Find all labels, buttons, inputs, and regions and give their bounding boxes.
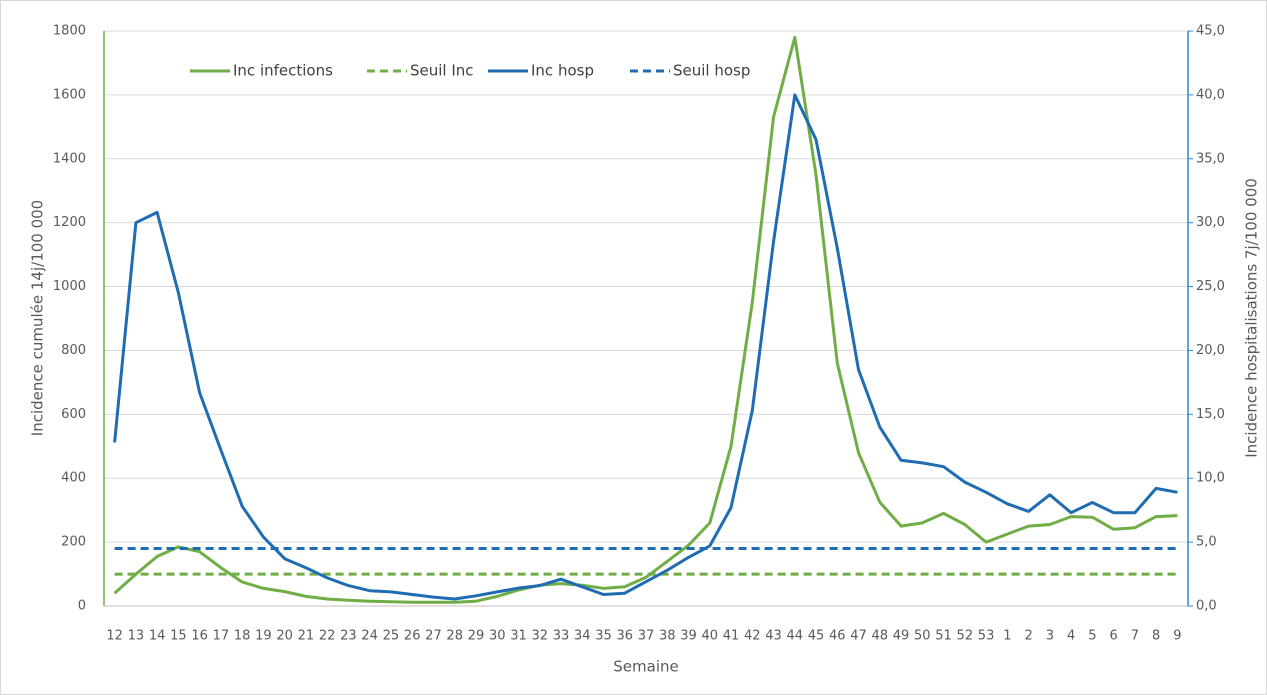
x-tick-label: 27 xyxy=(425,629,442,644)
x-tick-label: 42 xyxy=(744,629,761,644)
x-tick-label: 7 xyxy=(1131,629,1139,644)
y2-tick-label: 35,0 xyxy=(1196,151,1225,166)
x-tick-label: 8 xyxy=(1152,629,1160,644)
x-tick-label: 40 xyxy=(701,629,718,644)
x-tick-label: 30 xyxy=(489,629,506,644)
x-tick-label: 41 xyxy=(723,629,740,644)
x-tick-label: 18 xyxy=(234,629,251,644)
x-tick-label: 45 xyxy=(808,629,825,644)
series-line xyxy=(113,35,1178,604)
y-tick-label: 600 xyxy=(61,407,86,422)
y2-tick-label: 20,0 xyxy=(1196,343,1225,358)
x-tick-label: 49 xyxy=(893,629,910,644)
y-tick-label: 1400 xyxy=(53,151,86,166)
y-tick-label: 800 xyxy=(61,343,86,358)
x-tick-label: 22 xyxy=(319,629,336,644)
x-tick-label: 48 xyxy=(872,629,889,644)
y-tick-label: 0 xyxy=(78,599,86,614)
x-tick-label: 38 xyxy=(659,629,676,644)
x-tick-label: 16 xyxy=(191,629,208,644)
y2-tick-label: 30,0 xyxy=(1196,215,1225,230)
x-tick-label: 13 xyxy=(128,629,145,644)
x-tick-label: 5 xyxy=(1088,629,1096,644)
x-tick-label: 50 xyxy=(914,629,931,644)
x-tick-label: 24 xyxy=(361,629,378,644)
x-tick-label: 4 xyxy=(1067,629,1075,644)
x-tick-label: 31 xyxy=(510,629,527,644)
y2-tick-label: 25,0 xyxy=(1196,279,1225,294)
x-tick-label: 52 xyxy=(957,629,974,644)
y-tick-label: 1600 xyxy=(53,87,86,102)
y-tick-label: 400 xyxy=(61,471,86,486)
x-tick-label: 2 xyxy=(1024,629,1032,644)
x-tick-label: 33 xyxy=(553,629,570,644)
x-tick-label: 35 xyxy=(595,629,612,644)
x-tick-label: 3 xyxy=(1046,629,1054,644)
x-tick-label: 44 xyxy=(787,629,804,644)
y-tick-label: 200 xyxy=(61,535,86,550)
y2-tick-label: 10,0 xyxy=(1196,471,1225,486)
x-tick-label: 34 xyxy=(574,629,591,644)
x-tick-label: 32 xyxy=(531,629,548,644)
x-tick-label: 6 xyxy=(1109,629,1117,644)
x-tick-label: 9 xyxy=(1173,629,1181,644)
x-tick-label: 23 xyxy=(340,629,357,644)
x-tick-label: 25 xyxy=(383,629,400,644)
x-tick-label: 53 xyxy=(978,629,995,644)
legend-label: Inc infections xyxy=(233,62,333,80)
y2-tick-label: 45,0 xyxy=(1196,24,1225,39)
legend-label: Seuil hosp xyxy=(673,62,750,80)
x-tick-label: 39 xyxy=(680,629,697,644)
x-tick-label: 14 xyxy=(149,629,166,644)
x-tick-label: 20 xyxy=(276,629,293,644)
x-axis-title: Semaine xyxy=(613,658,678,676)
y-tick-label: 1800 xyxy=(53,24,86,39)
y2-tick-label: 0,0 xyxy=(1196,599,1217,614)
y-tick-label: 1000 xyxy=(53,279,86,294)
y-axis-title: Incidence cumulée 14j/100 000 xyxy=(29,200,47,436)
y2-axis-title: Incidence hospitalisations 7j/100 000 xyxy=(1243,178,1261,458)
legend-label: Seuil Inc xyxy=(410,62,474,80)
x-tick-label: 19 xyxy=(255,629,272,644)
x-tick-label: 51 xyxy=(935,629,952,644)
x-tick-label: 1 xyxy=(1003,629,1011,644)
x-tick-label: 15 xyxy=(170,629,187,644)
x-tick-label: 12 xyxy=(106,629,123,644)
x-tick-label: 36 xyxy=(616,629,633,644)
x-tick-label: 21 xyxy=(298,629,315,644)
y2-tick-label: 5,0 xyxy=(1196,535,1217,550)
x-tick-label: 26 xyxy=(404,629,421,644)
x-tick-label: 37 xyxy=(638,629,655,644)
x-tick-label: 17 xyxy=(213,629,230,644)
y2-tick-label: 40,0 xyxy=(1196,87,1225,102)
x-tick-label: 43 xyxy=(765,629,782,644)
y2-tick-label: 15,0 xyxy=(1196,407,1225,422)
x-tick-label: 47 xyxy=(850,629,867,644)
x-tick-label: 46 xyxy=(829,629,846,644)
x-tick-label: 29 xyxy=(468,629,485,644)
y-tick-label: 1200 xyxy=(53,215,86,230)
x-tick-label: 28 xyxy=(446,629,463,644)
series-line xyxy=(113,93,1178,601)
legend-label: Inc hosp xyxy=(531,62,594,80)
